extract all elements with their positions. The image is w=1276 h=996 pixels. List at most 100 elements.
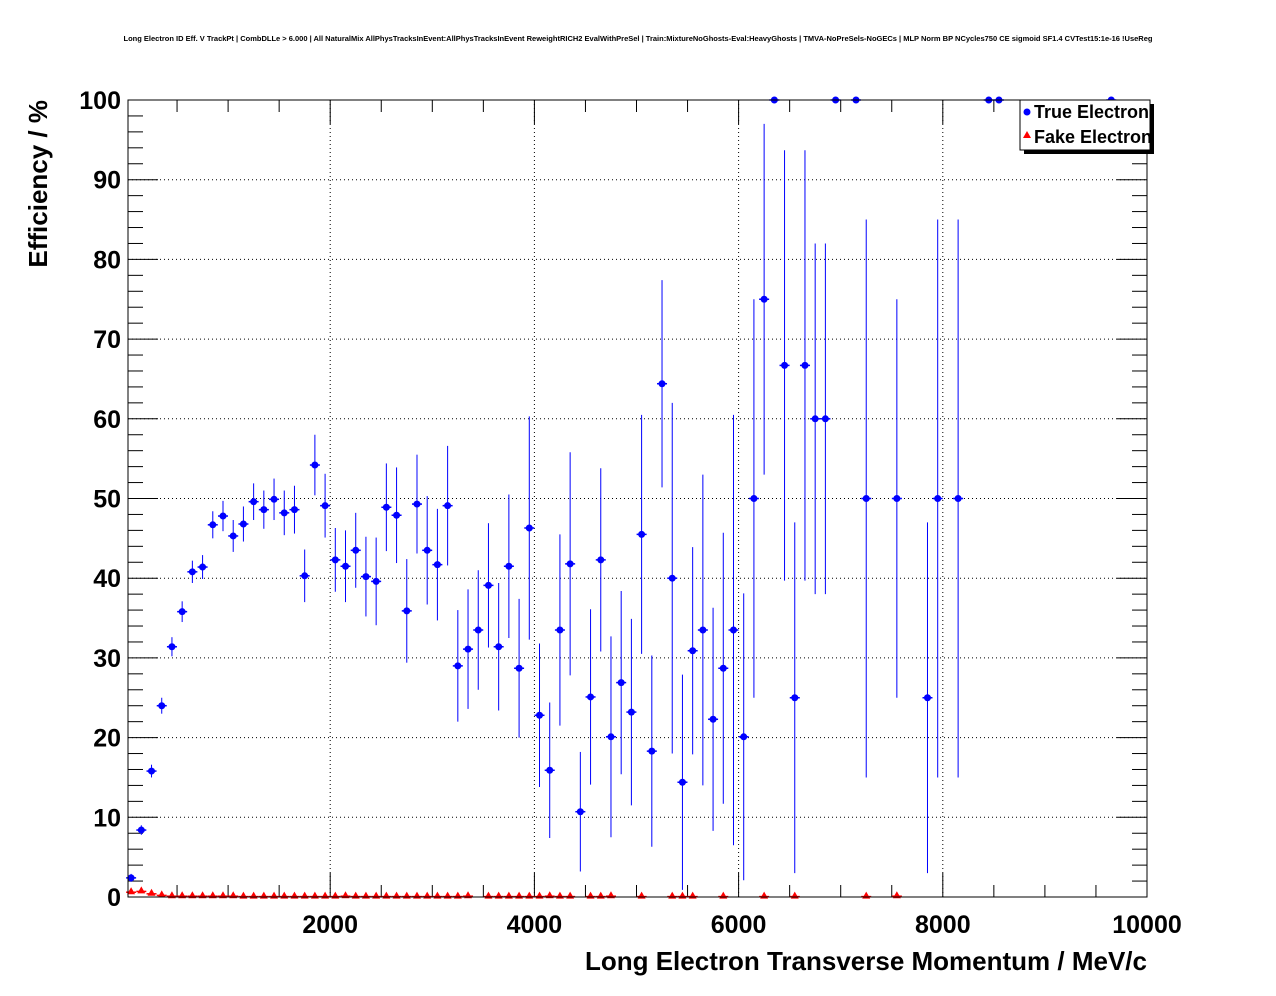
true-electron-point [382, 503, 390, 511]
fake-electron-point [167, 891, 176, 899]
fake-electron-point [535, 891, 544, 899]
fake-electron-point [127, 887, 136, 895]
true-electron-point [648, 747, 656, 755]
true-electron-point [148, 767, 156, 775]
fake-electron-point [719, 891, 728, 899]
true-electron-point [811, 415, 819, 423]
true-electron-point [781, 361, 789, 369]
fake-electron-point [249, 891, 258, 899]
true-electron-point [617, 679, 625, 687]
true-electron-point [393, 511, 401, 519]
fake-electron-point [443, 891, 452, 899]
chart-title: Long Electron ID Eff. V TrackPt | CombDL… [123, 34, 1153, 43]
true-electron-point [791, 694, 799, 702]
fake-electron-point [402, 891, 411, 899]
fake-electron-point [259, 891, 268, 899]
true-electron-point [331, 556, 339, 564]
true-electron-point [342, 562, 350, 570]
true-electron-point [372, 577, 380, 585]
fake-electron-point [392, 891, 401, 899]
y-tick-label: 70 [93, 326, 121, 354]
data-marks [126, 96, 1117, 899]
true-electron-point [260, 506, 268, 514]
fake-electron-point [453, 891, 462, 899]
true-electron-point [188, 568, 196, 576]
fake-electron-point [433, 891, 442, 899]
legend-entry-true-electron: True Electron [1034, 102, 1149, 122]
fake-electron-point [790, 891, 799, 899]
true-electron-point [587, 693, 595, 701]
legend-triangle-icon [1023, 131, 1031, 138]
fake-electron-point [596, 891, 605, 899]
true-electron-point [168, 643, 176, 651]
legend-box [1019, 99, 1151, 151]
y-tick-label: 30 [93, 645, 121, 673]
true-electron-point [280, 509, 288, 517]
x-tick-label: 8000 [915, 911, 971, 939]
y-tick-label: 50 [93, 486, 121, 514]
true-electron-point [740, 733, 748, 741]
fake-electron-point [157, 890, 166, 898]
true-electron-point [362, 573, 370, 581]
true-electron-point [801, 361, 809, 369]
x-tick-label: 4000 [507, 911, 563, 939]
true-electron-point [678, 778, 686, 786]
fake-electron-point [280, 891, 289, 899]
true-electron-point [158, 702, 166, 710]
y-axis-title: Efficiency / % [23, 100, 53, 268]
true-electron-point [270, 495, 278, 503]
true-electron-point [403, 607, 411, 615]
true-electron-point [127, 874, 135, 882]
fake-electron-point [484, 891, 493, 899]
true-electron-point [923, 694, 931, 702]
fake-electron-point [423, 891, 432, 899]
legend-circle-icon [1023, 108, 1031, 116]
fake-electron-point [525, 891, 534, 899]
fake-electron-point [239, 891, 248, 899]
x-tick-label: 10000 [1112, 911, 1182, 939]
true-electron-point [352, 546, 360, 554]
fake-electron-point [290, 891, 299, 899]
plot-frame [127, 99, 1148, 898]
fake-electron-point [188, 891, 197, 899]
fake-electron-point [504, 891, 513, 899]
true-electron-point [638, 530, 646, 538]
true-electron-point [719, 664, 727, 672]
true-electron-point [546, 766, 554, 774]
true-electron-point [290, 506, 298, 514]
y-tick-label: 80 [93, 246, 121, 274]
true-electron-point [525, 524, 533, 532]
true-electron-point [536, 711, 544, 719]
x-tick-label: 6000 [711, 911, 767, 939]
fake-electron-point [300, 891, 309, 899]
fake-electron-point [147, 888, 156, 896]
true-electron-point [321, 502, 329, 510]
fake-electron-point [229, 891, 238, 899]
fake-electron-point [137, 886, 146, 894]
true-electron-point [484, 581, 492, 589]
fake-electron-point [351, 891, 360, 899]
true-electron-point [566, 560, 574, 568]
fake-electron-point [515, 891, 524, 899]
legend: True Electron Fake Electron [1019, 99, 1154, 154]
true-electron-point [301, 572, 309, 580]
true-electron-point [444, 502, 452, 510]
y-tick-label: 10 [93, 804, 121, 832]
fake-electron-point [218, 891, 227, 899]
true-electron-point [699, 626, 707, 634]
fake-electron-point [586, 891, 595, 899]
y-tick-label: 90 [93, 167, 121, 195]
true-electron-point [199, 563, 207, 571]
true-electron-point [607, 733, 615, 741]
true-electron-point [474, 626, 482, 634]
fake-electron-point [464, 891, 473, 899]
fake-electron-point [555, 891, 564, 899]
fake-electron-point [566, 891, 575, 899]
true-electron-point [821, 415, 829, 423]
grid [128, 100, 1147, 897]
fake-electron-point [382, 891, 391, 899]
true-electron-point [219, 512, 227, 520]
fake-electron-point [678, 891, 687, 899]
fake-electron-point [688, 891, 697, 899]
